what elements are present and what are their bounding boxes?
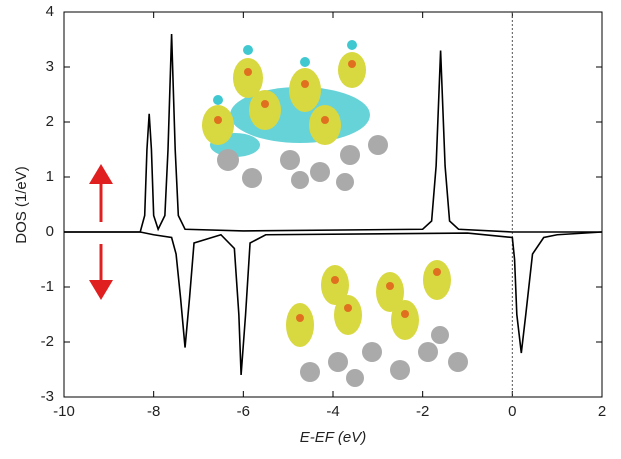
y-tick-label: 1 [46, 168, 54, 185]
y-tick-label: -1 [41, 278, 54, 295]
y-tick-label: -2 [41, 333, 54, 350]
x-tick-label: 2 [598, 403, 606, 420]
y-tick-label: 2 [46, 113, 54, 130]
x-tick-label: 0 [508, 403, 516, 420]
y-tick-label: 0 [46, 223, 54, 240]
dos-line [64, 33, 602, 233]
dos-line [64, 231, 603, 376]
x-axis-label: E-EF (eV) [300, 429, 366, 446]
spin-arrows [89, 164, 113, 300]
x-tick-label: -10 [53, 403, 75, 420]
y-tick-label: -3 [41, 388, 54, 405]
y-tick-label: 3 [46, 58, 54, 75]
inset-spin-up [202, 40, 388, 191]
x-tick-label: -4 [326, 403, 339, 420]
x-tick-label: -8 [147, 403, 160, 420]
y-axis-label: DOS (1/eV) [13, 166, 30, 244]
x-tick-label: -2 [416, 403, 429, 420]
y-tick-label: 4 [46, 3, 54, 20]
x-tick-label: -6 [237, 403, 250, 420]
inset-spin-down [286, 260, 468, 387]
